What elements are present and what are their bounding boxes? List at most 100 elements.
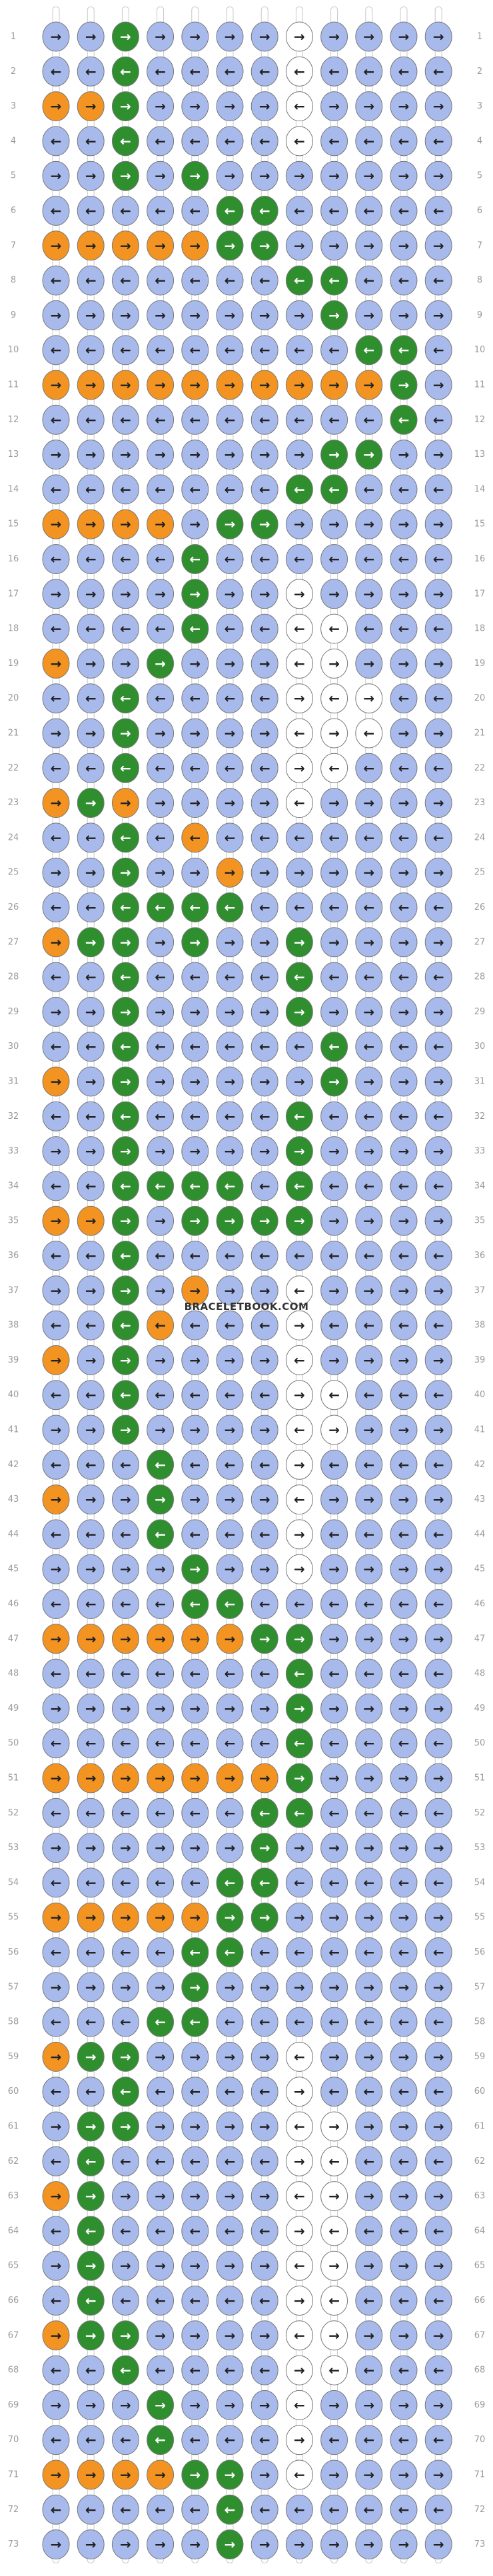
knot [147, 1937, 175, 1967]
knot [285, 753, 313, 783]
knot [390, 753, 418, 783]
knot-arrow: ← [189, 1945, 201, 1961]
knot [77, 927, 105, 958]
knot-arrow: → [51, 655, 62, 671]
knot-arrow: → [328, 2118, 340, 2134]
knot [216, 996, 244, 1027]
watermark: BRACELETBOOK.COM [185, 1301, 309, 1313]
knot [250, 1101, 278, 1131]
knot [147, 2007, 175, 2037]
knot-arrow: → [294, 1526, 305, 1542]
knot [355, 126, 383, 157]
knot [181, 230, 209, 261]
knot [77, 1554, 105, 1584]
knot [181, 21, 209, 52]
knot [320, 1310, 348, 1341]
knot-arrow: → [51, 2118, 62, 2134]
knot [320, 1937, 348, 1967]
knot-arrow: ← [120, 1108, 131, 1124]
knot-arrow: → [155, 516, 166, 532]
knot-arrow: ← [225, 900, 236, 916]
knot [77, 2216, 105, 2246]
knot [111, 2320, 139, 2351]
knot [250, 822, 278, 853]
row-label-left: 51 [8, 1773, 19, 1783]
knot-arrow: → [85, 1283, 97, 1299]
knot-arrow: ← [294, 1736, 305, 1752]
knot-arrow: → [189, 2118, 201, 2134]
knot [181, 1136, 209, 1167]
knot-arrow: ← [189, 1108, 201, 1124]
knot [111, 404, 139, 435]
knot-arrow: → [363, 586, 374, 602]
knot-arrow: ← [225, 2432, 236, 2448]
knot-arrow: ← [363, 725, 374, 741]
knot [250, 1241, 278, 1271]
knot-arrow: → [398, 2328, 410, 2344]
knot [355, 2459, 383, 2490]
knot [42, 718, 70, 749]
knot-arrow: ← [120, 2223, 131, 2239]
knot-arrow: ← [51, 551, 62, 567]
knot [147, 1066, 175, 1097]
knot-arrow: ← [155, 2084, 166, 2100]
knot [320, 892, 348, 922]
knot-arrow: ← [51, 1666, 62, 1682]
knot [42, 648, 70, 679]
knot-arrow: ← [120, 1039, 131, 1055]
knot-arrow: → [363, 2258, 374, 2274]
knot-arrow: ← [51, 133, 62, 149]
knot-arrow: → [398, 1492, 410, 1508]
knot [216, 822, 244, 853]
knot-arrow: ← [398, 412, 410, 428]
knot [216, 56, 244, 87]
row-label-right: 17 [474, 589, 486, 599]
knot-arrow: ← [155, 342, 166, 358]
knot-arrow: ← [85, 2223, 97, 2239]
knot-arrow: ← [225, 1456, 236, 1472]
knot [424, 1310, 452, 1341]
knot-arrow: ← [225, 2501, 236, 2517]
knot [250, 2529, 278, 2560]
knot-arrow: ← [433, 760, 444, 776]
knot-arrow: → [398, 1422, 410, 1438]
knot-arrow: → [294, 1700, 305, 1716]
knot [355, 2111, 383, 2142]
knot [390, 21, 418, 52]
knot [77, 1867, 105, 1898]
knot-arrow: ← [328, 1317, 340, 1333]
row-label-right: 48 [474, 1669, 486, 1679]
knot [147, 1693, 175, 1724]
knot-arrow: → [155, 447, 166, 463]
knot [320, 509, 348, 539]
knot [320, 996, 348, 1027]
row-label-right: 29 [474, 1007, 486, 1017]
knot-arrow: ← [363, 1945, 374, 1961]
knot-arrow: → [85, 1561, 97, 1577]
knot [320, 56, 348, 87]
knot [216, 2355, 244, 2386]
row-label-left: 71 [8, 2470, 19, 2480]
knot [285, 1658, 313, 1689]
knot [285, 126, 313, 157]
knot [424, 2007, 452, 2037]
knot [424, 1693, 452, 1724]
knot-arrow: → [294, 1004, 305, 1020]
knot-arrow: ← [85, 2432, 97, 2448]
knot [390, 2459, 418, 2490]
knot [216, 1519, 244, 1550]
knot-arrow: → [433, 864, 444, 880]
knot-arrow: → [328, 1143, 340, 1159]
knot-arrow: ← [155, 1736, 166, 1752]
knot-arrow: ← [433, 691, 444, 707]
knot-arrow: ← [85, 691, 97, 707]
knot-arrow: → [225, 1422, 236, 1438]
knot-arrow: ← [294, 1945, 305, 1961]
knot-arrow: → [85, 2049, 97, 2065]
knot-arrow: ← [328, 1875, 340, 1891]
knot [424, 1275, 452, 1306]
knot [147, 648, 175, 679]
knot [355, 892, 383, 922]
row-label-left: 61 [8, 2122, 19, 2132]
knot-arrow: ← [225, 969, 236, 985]
